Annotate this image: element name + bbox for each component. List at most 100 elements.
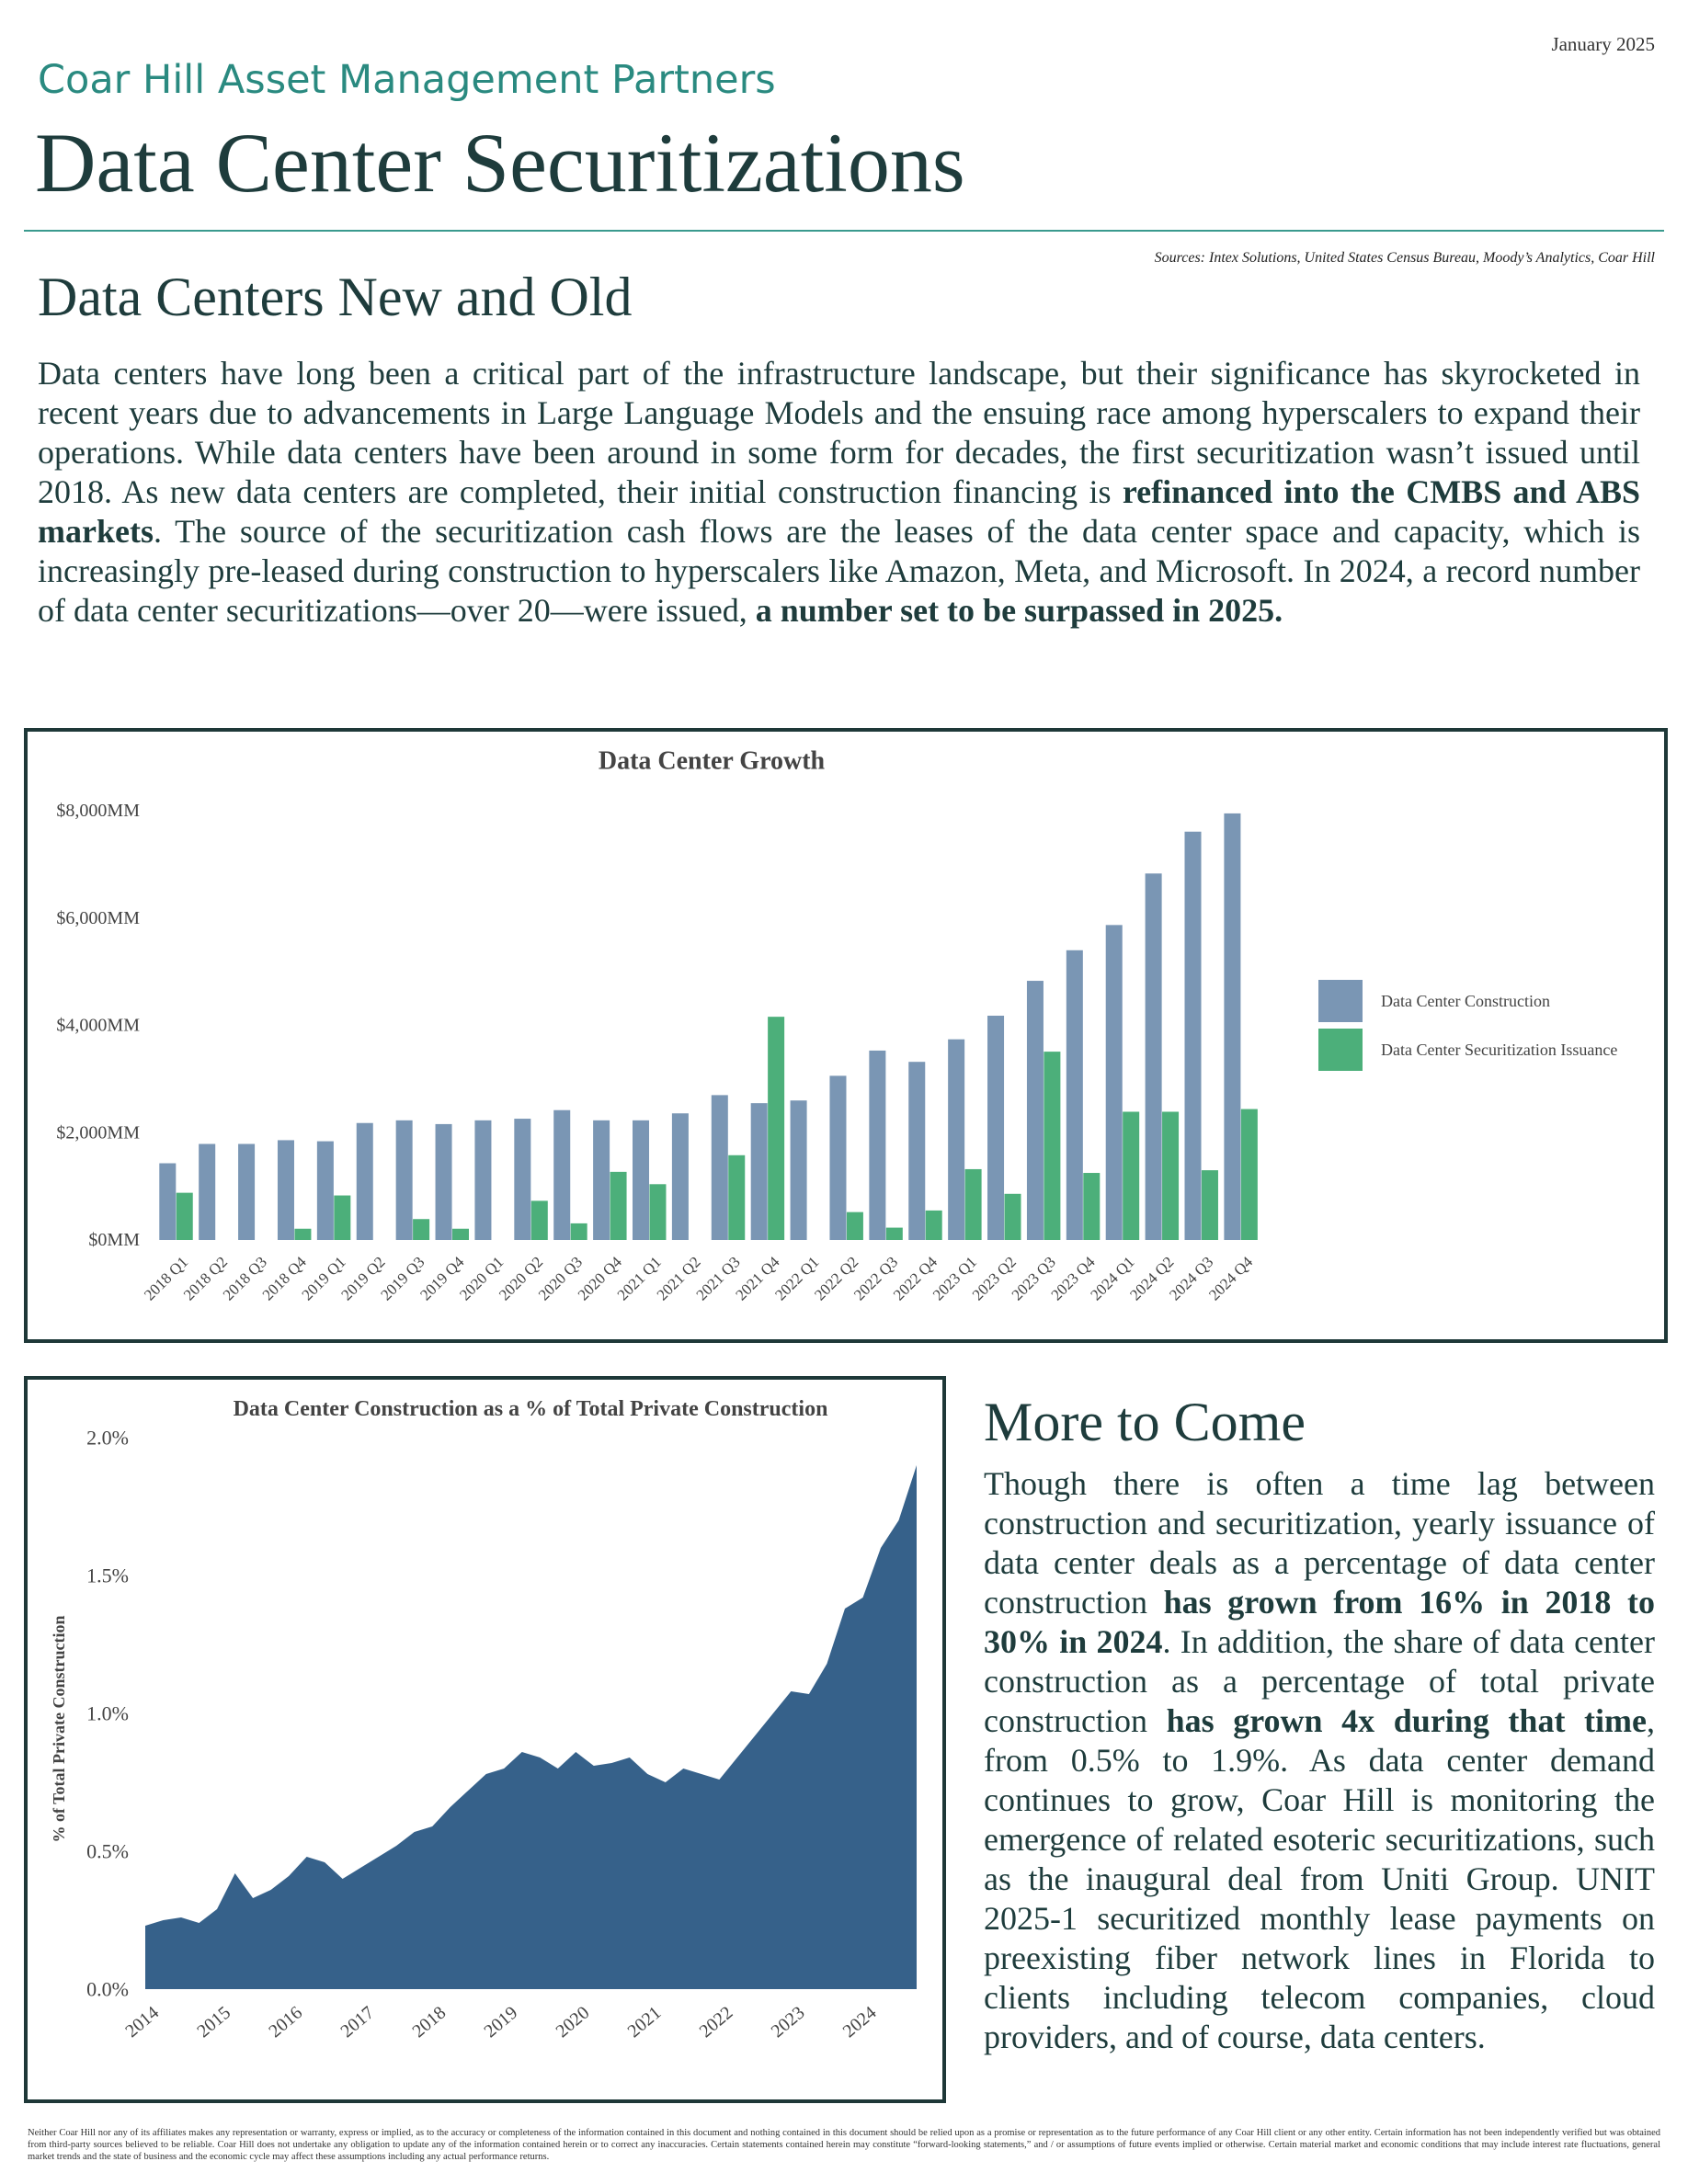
text-run: Though there is often a time lag between… xyxy=(984,1465,1655,1621)
page-title: Data Center Securitizations xyxy=(35,116,965,210)
text-run: , from 0.5% to 1.9%. As data center dema… xyxy=(984,1702,1655,2055)
bar xyxy=(413,1219,430,1240)
x-tick-label: 2024 xyxy=(839,2003,881,2042)
frame xyxy=(24,1376,946,2103)
bold-text: has grown 4x during that time xyxy=(1166,1702,1647,1739)
bar xyxy=(199,1143,216,1240)
bar xyxy=(570,1223,587,1240)
area xyxy=(145,1465,917,1989)
bar xyxy=(1105,925,1123,1240)
legend-swatch xyxy=(1318,1029,1363,1071)
y-tick-label: 1.0% xyxy=(86,1702,129,1725)
bar xyxy=(790,1100,807,1240)
bar xyxy=(356,1122,373,1240)
y-tick-label: 0.5% xyxy=(86,1840,129,1863)
bar xyxy=(1004,1193,1021,1240)
bar xyxy=(885,1227,903,1240)
bar xyxy=(1123,1111,1140,1240)
bar xyxy=(1145,873,1162,1240)
x-tick-label: 2017 xyxy=(336,2003,378,2042)
x-tick-label: 2014 xyxy=(121,2003,163,2042)
bar xyxy=(530,1200,548,1240)
y-axis-label: % of Total Private Construction xyxy=(50,1616,68,1843)
x-tick-label: 2021 xyxy=(624,2003,666,2042)
x-tick-label: 2024 Q4 xyxy=(1205,1253,1257,1304)
bar xyxy=(1224,813,1241,1240)
bar xyxy=(633,1120,650,1240)
y-tick-label: $8,000MM xyxy=(56,801,140,821)
bar xyxy=(316,1141,334,1240)
legend-swatch xyxy=(1318,980,1363,1022)
legend-label: Data Center Securitization Issuance xyxy=(1381,1041,1617,1059)
bar xyxy=(474,1120,492,1240)
bar xyxy=(593,1120,610,1240)
y-tick-label: $4,000MM xyxy=(56,1016,140,1036)
bar xyxy=(553,1109,571,1240)
area-chart: Data Center Construction as a % of Total… xyxy=(24,1376,946,2103)
bar xyxy=(395,1120,413,1240)
bar xyxy=(846,1211,863,1240)
bar xyxy=(1240,1109,1258,1240)
bar xyxy=(1162,1111,1180,1240)
text-run: . In addition, the share of data center … xyxy=(984,1623,1655,1739)
bold-text: has grown from 16% in 2018 to 30% in 202… xyxy=(984,1584,1655,1660)
text-run: Data centers have long been a critical p… xyxy=(38,355,1640,510)
x-tick-label: 2016 xyxy=(265,2003,306,2042)
x-tick-label: 2022 xyxy=(696,2003,737,2042)
bar xyxy=(728,1155,746,1240)
bar xyxy=(948,1039,965,1240)
bar xyxy=(176,1192,193,1240)
x-tick-label: 2019 xyxy=(481,2003,522,2042)
bar xyxy=(610,1171,627,1240)
company-name: Coar Hill Asset Management Partners xyxy=(38,57,776,103)
bar xyxy=(238,1143,256,1240)
bar xyxy=(671,1113,689,1240)
y-tick-label: $6,000MM xyxy=(56,908,140,928)
y-tick-label: $2,000MM xyxy=(56,1122,140,1143)
text-run: . The source of the securitization cash … xyxy=(38,513,1640,629)
bar xyxy=(451,1228,469,1240)
bar xyxy=(768,1017,785,1240)
bar xyxy=(925,1210,942,1240)
bar xyxy=(514,1119,531,1240)
x-tick-label: 2023 xyxy=(768,2003,809,2042)
chart-title: Data Center Growth xyxy=(599,747,826,776)
x-tick-label: 2018 xyxy=(408,2003,450,2042)
paragraph: Though there is often a time lag between… xyxy=(984,1464,1655,2057)
bar xyxy=(711,1095,728,1240)
bold-text: a number set to be surpassed in 2025. xyxy=(755,592,1283,629)
bar xyxy=(987,1015,1005,1240)
disclaimer: Neither Coar Hill nor any of its affilia… xyxy=(28,2128,1660,2162)
bar xyxy=(435,1123,452,1240)
bar xyxy=(1083,1173,1101,1240)
frame xyxy=(24,728,1668,1343)
paragraph: Data centers have long been a critical p… xyxy=(38,354,1640,631)
bar xyxy=(277,1140,294,1240)
date: January 2025 xyxy=(1551,33,1655,55)
bar-chart: Data Center Growth $0MM $2,000MM $4,000MM $6… xyxy=(24,728,1668,1343)
bar xyxy=(649,1184,667,1240)
y-tick-label: 0.0% xyxy=(86,1978,129,2001)
chart-title: Data Center Construction as a % of Total… xyxy=(234,1397,828,1421)
bar xyxy=(334,1195,351,1240)
y-tick-label: 2.0% xyxy=(86,1427,129,1450)
bar xyxy=(908,1062,926,1240)
bar xyxy=(1026,981,1044,1240)
bar xyxy=(159,1163,177,1240)
bar xyxy=(964,1168,982,1240)
bar xyxy=(1184,831,1202,1240)
divider xyxy=(24,230,1664,232)
y-tick-label: $0MM xyxy=(88,1230,140,1250)
x-tick-label: 2020 xyxy=(553,2003,594,2042)
section-heading: Data Centers New and Old xyxy=(38,267,633,327)
bold-text: refinanced into the CMBS and ABS markets xyxy=(38,473,1640,550)
bar xyxy=(1044,1052,1061,1240)
bar xyxy=(869,1050,886,1240)
section-heading: More to Come xyxy=(984,1392,1306,1452)
legend-label: Data Center Construction xyxy=(1381,992,1550,1010)
bar xyxy=(1201,1170,1218,1240)
bar xyxy=(750,1103,768,1240)
y-tick-label: 1.5% xyxy=(86,1564,129,1587)
sources: Sources: Intex Solutions, United States … xyxy=(1154,250,1655,266)
